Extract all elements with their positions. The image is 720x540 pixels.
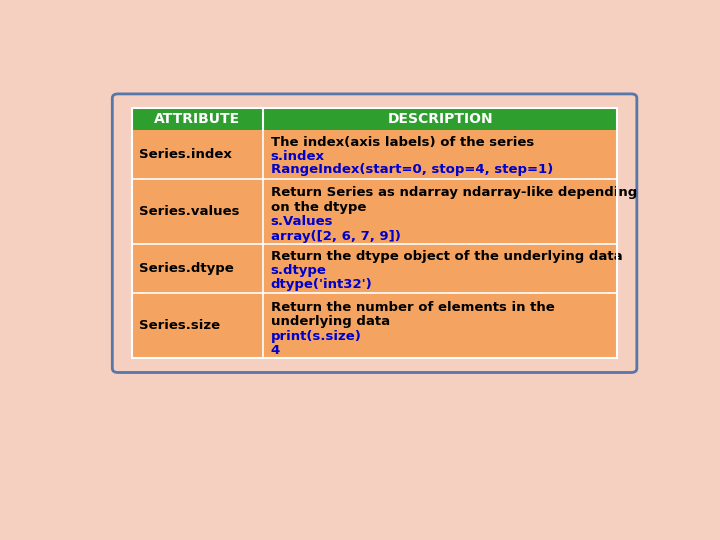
- Text: Series.index: Series.index: [138, 147, 231, 160]
- Text: DESCRIPTION: DESCRIPTION: [387, 112, 493, 126]
- Text: Return the dtype object of the underlying data: Return the dtype object of the underlyin…: [271, 249, 622, 262]
- Bar: [263, 244, 617, 293]
- Bar: [132, 109, 263, 130]
- Bar: [263, 109, 617, 130]
- Text: s.dtype: s.dtype: [271, 264, 327, 276]
- Text: s.index: s.index: [271, 150, 325, 163]
- Bar: [263, 179, 617, 244]
- Bar: [132, 179, 263, 244]
- Bar: [263, 130, 617, 179]
- Text: on the dtype: on the dtype: [271, 201, 366, 214]
- FancyBboxPatch shape: [112, 94, 637, 373]
- Bar: [132, 109, 617, 358]
- Text: 4: 4: [271, 344, 280, 357]
- Bar: [263, 293, 617, 358]
- Text: Series.size: Series.size: [138, 319, 220, 332]
- Text: Return Series as ndarray ndarray-like depending: Return Series as ndarray ndarray-like de…: [271, 186, 637, 199]
- Text: dtype('int32'): dtype('int32'): [271, 278, 372, 291]
- Text: Series.values: Series.values: [138, 205, 239, 218]
- Text: print(s.size): print(s.size): [271, 329, 361, 342]
- Bar: [132, 244, 263, 293]
- Bar: [132, 130, 263, 179]
- Text: Return the number of elements in the: Return the number of elements in the: [271, 301, 554, 314]
- Text: The index(axis labels) of the series: The index(axis labels) of the series: [271, 136, 534, 148]
- Text: Series.dtype: Series.dtype: [138, 262, 233, 275]
- Bar: [132, 293, 263, 358]
- Text: s.Values: s.Values: [271, 215, 333, 228]
- Text: RangeIndex(start=0, stop=4, step=1): RangeIndex(start=0, stop=4, step=1): [271, 164, 553, 177]
- Text: underlying data: underlying data: [271, 315, 390, 328]
- Text: array([2, 6, 7, 9]): array([2, 6, 7, 9]): [271, 230, 400, 243]
- Text: ATTRIBUTE: ATTRIBUTE: [154, 112, 240, 126]
